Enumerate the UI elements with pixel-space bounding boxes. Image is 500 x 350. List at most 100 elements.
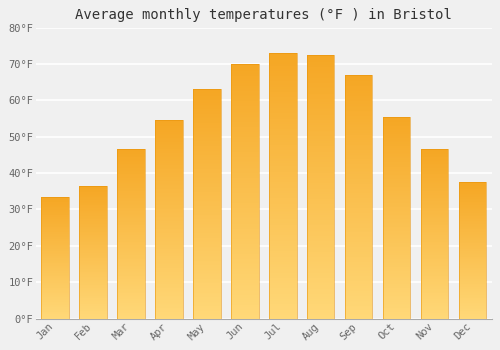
- Bar: [80, 198, 106, 199]
- Bar: [345, 181, 372, 182]
- Bar: [118, 301, 144, 302]
- Bar: [345, 164, 372, 166]
- Bar: [118, 155, 144, 156]
- Bar: [80, 282, 106, 283]
- Bar: [307, 99, 334, 101]
- Bar: [118, 297, 144, 298]
- Bar: [307, 55, 334, 57]
- Bar: [269, 53, 296, 55]
- Bar: [307, 248, 334, 250]
- Bar: [42, 211, 69, 212]
- Bar: [231, 103, 258, 105]
- Bar: [156, 287, 182, 288]
- Bar: [307, 187, 334, 189]
- Bar: [383, 261, 410, 262]
- Bar: [307, 218, 334, 220]
- Bar: [194, 106, 220, 108]
- Bar: [345, 138, 372, 140]
- Bar: [383, 203, 410, 204]
- Bar: [269, 306, 296, 308]
- Bar: [194, 305, 220, 306]
- Bar: [383, 240, 410, 242]
- Bar: [421, 149, 448, 318]
- Bar: [194, 100, 220, 102]
- Bar: [194, 253, 220, 254]
- Bar: [421, 306, 448, 307]
- Bar: [194, 230, 220, 231]
- Bar: [42, 233, 69, 234]
- Bar: [307, 211, 334, 213]
- Bar: [307, 103, 334, 104]
- Bar: [421, 216, 448, 217]
- Bar: [307, 78, 334, 79]
- Bar: [42, 205, 69, 206]
- Bar: [156, 295, 182, 296]
- Bar: [345, 312, 372, 314]
- Bar: [118, 244, 144, 245]
- Bar: [307, 208, 334, 210]
- Bar: [118, 189, 144, 190]
- Bar: [156, 301, 182, 303]
- Bar: [156, 247, 182, 248]
- Bar: [383, 265, 410, 266]
- Bar: [156, 175, 182, 176]
- Bar: [42, 259, 69, 260]
- Bar: [194, 175, 220, 176]
- Bar: [42, 302, 69, 303]
- Bar: [459, 265, 486, 266]
- Bar: [459, 243, 486, 244]
- Bar: [156, 141, 182, 143]
- Bar: [383, 274, 410, 275]
- Bar: [269, 223, 296, 225]
- Bar: [194, 254, 220, 256]
- Bar: [459, 219, 486, 220]
- Bar: [383, 127, 410, 129]
- Bar: [42, 227, 69, 228]
- Bar: [383, 247, 410, 248]
- Bar: [421, 260, 448, 261]
- Bar: [383, 132, 410, 133]
- Bar: [118, 311, 144, 312]
- Bar: [42, 208, 69, 209]
- Bar: [269, 57, 296, 58]
- Bar: [42, 207, 69, 208]
- Bar: [421, 256, 448, 257]
- Bar: [156, 127, 182, 128]
- Bar: [231, 196, 258, 198]
- Bar: [269, 149, 296, 150]
- Bar: [118, 237, 144, 239]
- Bar: [269, 218, 296, 219]
- Bar: [156, 311, 182, 312]
- Bar: [231, 236, 258, 237]
- Bar: [118, 211, 144, 212]
- Bar: [80, 225, 106, 226]
- Bar: [42, 248, 69, 249]
- Bar: [269, 174, 296, 175]
- Bar: [383, 256, 410, 257]
- Bar: [459, 248, 486, 250]
- Bar: [269, 211, 296, 212]
- Bar: [459, 231, 486, 232]
- Bar: [156, 169, 182, 170]
- Bar: [307, 289, 334, 290]
- Bar: [118, 308, 144, 309]
- Bar: [194, 178, 220, 180]
- Bar: [421, 239, 448, 240]
- Bar: [383, 196, 410, 197]
- Bar: [421, 201, 448, 202]
- Bar: [421, 293, 448, 294]
- Bar: [421, 207, 448, 208]
- Bar: [459, 317, 486, 318]
- Bar: [459, 184, 486, 185]
- Bar: [383, 305, 410, 307]
- Bar: [269, 138, 296, 140]
- Bar: [118, 200, 144, 201]
- Bar: [231, 249, 258, 251]
- Bar: [269, 117, 296, 119]
- Bar: [42, 223, 69, 224]
- Bar: [383, 135, 410, 137]
- Bar: [421, 312, 448, 313]
- Bar: [269, 315, 296, 317]
- Bar: [231, 98, 258, 100]
- Bar: [194, 92, 220, 94]
